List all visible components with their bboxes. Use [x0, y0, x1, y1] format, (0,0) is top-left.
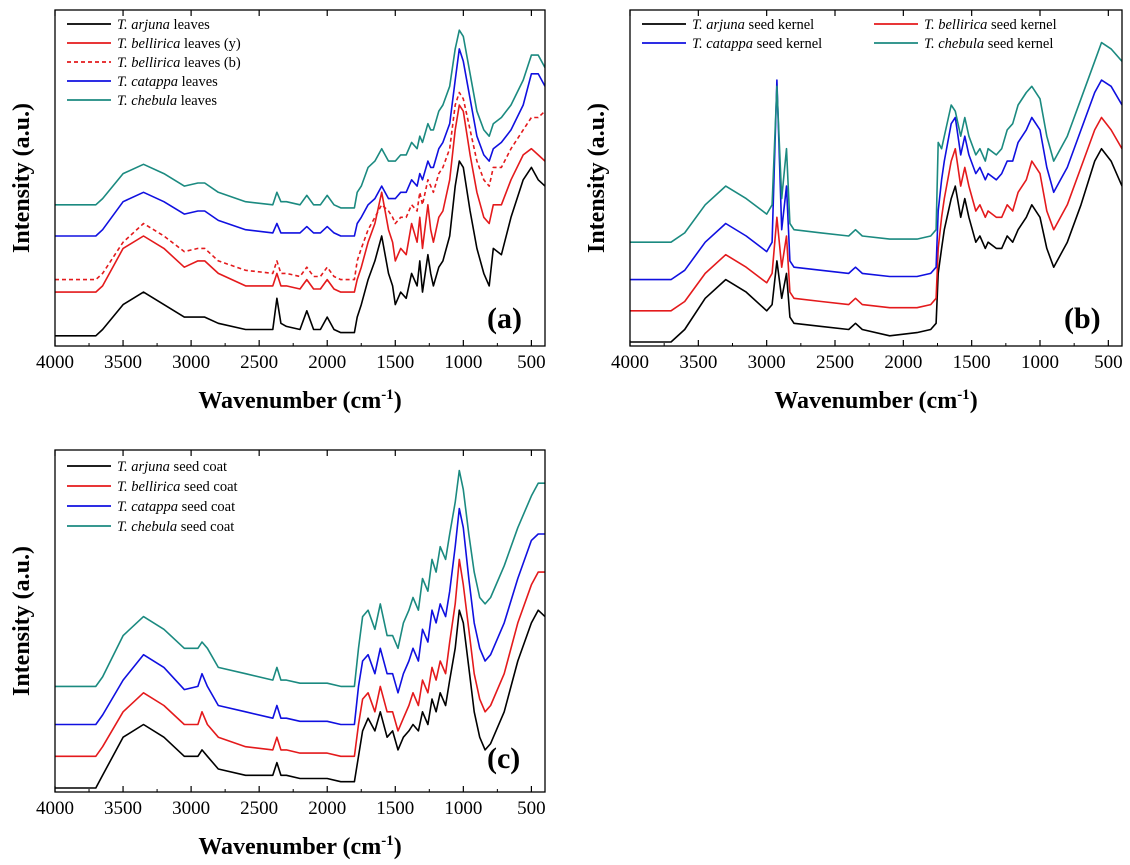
x-tick-label-c-5: 1500 [376, 798, 414, 819]
legend-label-b-3: T. chebula seed kernel [924, 36, 1053, 52]
series-line-a-0 [55, 160, 545, 337]
x-tick-label-a-0: 4000 [36, 352, 74, 373]
plot-frame-b [629, 9, 1123, 347]
series-line-c-2 [55, 507, 545, 726]
x-tick-label-a-1: 3500 [104, 352, 142, 373]
series-line-a-2 [55, 91, 545, 281]
x-axis-title-b: Wavenumber (cm-1) [774, 387, 977, 414]
legend-label-c-0: T. arjuna seed coat [117, 459, 227, 475]
x-tick-label-b-0: 4000 [611, 352, 649, 373]
x-tick-label-c-3: 2500 [240, 798, 278, 819]
legend-label-b-2: T. catappa seed kernel [692, 36, 822, 52]
x-tick-label-a-6: 1000 [444, 352, 482, 373]
series-line-c-0 [55, 609, 545, 789]
legend-label-a-1: T. bellirica leaves (y) [117, 36, 241, 52]
series-line-b-1 [630, 116, 1122, 312]
x-tick-label-c-2: 3000 [172, 798, 210, 819]
legend-label-b-0: T. arjuna seed kernel [692, 17, 814, 33]
legend-label-b-1: T. bellirica seed kernel [924, 17, 1057, 33]
x-tick-label-b-5: 1500 [953, 352, 991, 373]
plot-frame-c [54, 449, 546, 793]
plot-frame-a [54, 9, 546, 347]
x-tick-label-a-5: 1500 [376, 352, 414, 373]
legend-label-c-3: T. chebula seed coat [117, 519, 234, 535]
legend-label-a-2: T. bellirica leaves (b) [117, 55, 241, 71]
x-tick-label-a-2: 3000 [172, 352, 210, 373]
x-tick-label-c-6: 1000 [444, 798, 482, 819]
series-line-b-0 [630, 147, 1122, 343]
chart-panel-c: 4000 3500 3000 2500 2000 1500 1000 500 Wavenumbe… [9, 449, 546, 860]
legend-label-a-0: T. arjuna leaves [117, 17, 210, 33]
chart-panel-a: 4000 3500 3000 2500 2000 1500 1000 500 Wavenumbe… [9, 9, 546, 414]
panel-label-c: (c) [487, 742, 520, 775]
x-tick-label-a-3: 2500 [240, 352, 278, 373]
y-axis-title-c: Intensity (a.u.) [9, 546, 35, 696]
x-tick-label-c-7: 500 [517, 798, 546, 819]
series-line-a-4 [55, 29, 545, 209]
legend-label-c-1: T. bellirica seed coat [117, 479, 238, 495]
panel-label-a: (a) [487, 302, 522, 335]
legend-label-c-2: T. catappa seed coat [117, 499, 235, 515]
series-line-b-2 [630, 79, 1122, 281]
series-line-c-3 [55, 469, 545, 688]
x-tick-label-b-6: 1000 [1021, 352, 1059, 373]
x-tick-label-a-4: 2000 [308, 352, 346, 373]
legend-label-a-3: T. catappa leaves [117, 74, 218, 90]
x-tick-label-b-7: 500 [1094, 352, 1123, 373]
x-tick-label-c-0: 4000 [36, 798, 74, 819]
x-tick-label-b-2: 3000 [748, 352, 786, 373]
x-tick-label-b-4: 2000 [884, 352, 922, 373]
legend-label-a-4: T. chebula leaves [117, 93, 217, 109]
series-line-a-3 [55, 48, 545, 237]
x-tick-label-c-1: 3500 [104, 798, 142, 819]
series-line-a-1 [55, 104, 545, 293]
x-axis-title-a: Wavenumber (cm-1) [198, 387, 401, 414]
x-tick-label-c-4: 2000 [308, 798, 346, 819]
x-tick-label-a-7: 500 [517, 352, 546, 373]
chart-panel-b: 4000 3500 3000 2500 2000 1500 1000 500 Wavenumbe… [584, 9, 1123, 414]
panel-label-b: (b) [1064, 302, 1101, 335]
y-axis-title-b: Intensity (a.u.) [584, 103, 610, 253]
x-tick-label-b-1: 3500 [679, 352, 717, 373]
x-axis-title-c: Wavenumber (cm-1) [198, 833, 401, 860]
series-line-b-3 [630, 41, 1122, 243]
y-axis-title-a: Intensity (a.u.) [9, 103, 35, 253]
series-line-c-1 [55, 558, 545, 758]
x-tick-label-b-3: 2500 [816, 352, 854, 373]
